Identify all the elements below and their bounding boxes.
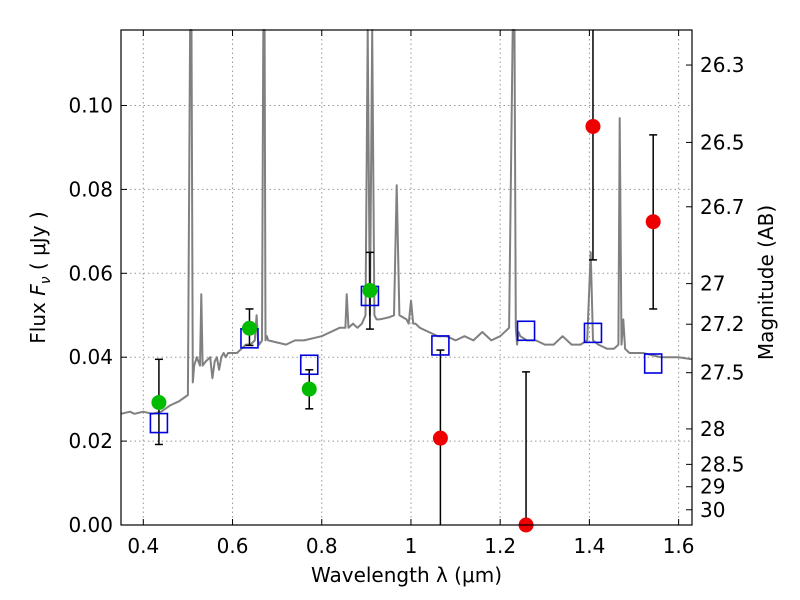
mag-tick-label: 29 (700, 475, 725, 499)
detected-point (362, 283, 378, 299)
model-photometry-square (516, 320, 536, 342)
x-tick-label: 0.8 (306, 534, 338, 558)
mag-tick-label: 27.2 (700, 312, 745, 336)
y-tick-label: 0.08 (68, 177, 113, 201)
mag-tick-label: 28 (700, 417, 725, 441)
mag-tick-label: 26.3 (700, 53, 745, 77)
model-photometry-square (583, 322, 603, 344)
x-tick-label: 0.4 (127, 534, 159, 558)
mag-tick-label: 27 (700, 272, 725, 296)
mag-tick-label: 27.5 (700, 361, 745, 385)
detected-point (301, 381, 317, 397)
detected-point (151, 395, 167, 411)
plot-frame (120, 29, 693, 526)
model-photometry-square (299, 354, 319, 376)
y-tick-label: 0.06 (68, 261, 113, 285)
model-photometry-square (643, 353, 663, 374)
mag-tick-label: 28.5 (700, 452, 745, 476)
upper-limit-point (432, 430, 448, 446)
x-tick-label: 0.6 (217, 534, 249, 558)
model-photometry-square (149, 412, 169, 434)
mag-tick-label: 26.5 (700, 130, 745, 154)
y-axis-title: Flux Fν ( μJy ) (26, 211, 54, 343)
x-tick-label: 1 (405, 534, 418, 558)
y-tick-label: 0.00 (68, 513, 113, 537)
y-tick-label: 0.04 (68, 345, 113, 369)
mag-tick-label: 30 (700, 498, 725, 522)
mag-tick-label: 26.7 (700, 195, 745, 219)
x-axis-title: Wavelength λ (μm) (311, 563, 502, 587)
x-tick-label: 1.6 (663, 534, 695, 558)
model-photometry-square (431, 335, 450, 356)
y-tick-label: 0.02 (68, 429, 113, 453)
grid (121, 30, 692, 525)
x-tick-label: 1.2 (484, 534, 516, 558)
right-axis-title: Magnitude (AB) (754, 205, 778, 360)
upper-limit-point (585, 118, 601, 134)
ticks: 0.4 0.6 0.8 1 1.2 1.4 1.6 0.00 0.02 0.04 0.06 0.08 0… (68, 30, 745, 558)
x-tick-label: 1.4 (573, 534, 605, 558)
y-tick-label: 0.10 (68, 94, 113, 118)
detected-point (241, 320, 257, 336)
upper-limit-point (645, 214, 661, 230)
